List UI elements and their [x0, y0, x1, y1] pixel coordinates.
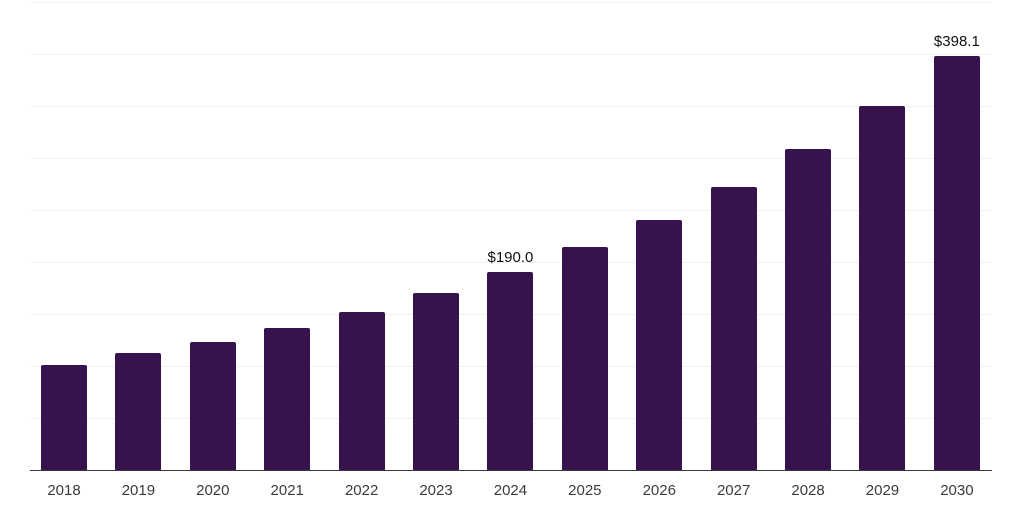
bar-2023 [413, 292, 460, 470]
gridline [30, 54, 992, 55]
bar-2024: $190.0 [487, 249, 534, 470]
bar-2020 [189, 342, 236, 470]
plot-area: $190.0 $398.1 [30, 2, 992, 471]
x-tick-label-2027: 2027 [716, 482, 751, 499]
gridline [30, 158, 992, 159]
bar-2019 [115, 352, 162, 470]
gridline [30, 2, 992, 3]
gridline [30, 210, 992, 211]
bars-container: $190.0 $398.1 [30, 2, 992, 470]
bar-2021 [264, 328, 311, 470]
x-tick-label-2028: 2028 [791, 482, 825, 499]
x-tick-label-2030: 2030 [940, 482, 974, 499]
bar-2025 [561, 247, 608, 470]
x-axis: 2018 2019 2020 2021 2022 2023 2024 2025 2026 2027… [30, 482, 992, 500]
gridline [30, 106, 992, 107]
x-tick-label-2022: 2022 [344, 482, 379, 499]
bar-2026 [636, 220, 683, 470]
x-tick-label-2025: 2025 [568, 482, 602, 499]
bar-2030: $398.1 [933, 33, 980, 470]
x-tick-label-2018: 2018 [47, 482, 81, 499]
x-tick-label-2029: 2029 [865, 482, 900, 499]
bar-2027 [710, 187, 757, 470]
bar-2029 [859, 106, 906, 470]
bar-2028 [785, 149, 832, 470]
bar-2022 [338, 312, 385, 470]
x-tick-label-2024: 2024 [493, 482, 528, 499]
x-tick-label-2019: 2019 [121, 482, 156, 499]
bar-2018 [41, 365, 87, 470]
gridline [30, 262, 992, 263]
x-tick-label-2023: 2023 [419, 482, 453, 499]
x-tick-label-2021: 2021 [270, 482, 304, 499]
bar-value-label: $398.1 [933, 33, 980, 50]
bar-value-label: $190.0 [487, 249, 534, 267]
x-tick-label-2026: 2026 [642, 482, 676, 499]
x-tick-label-2020: 2020 [196, 482, 230, 499]
